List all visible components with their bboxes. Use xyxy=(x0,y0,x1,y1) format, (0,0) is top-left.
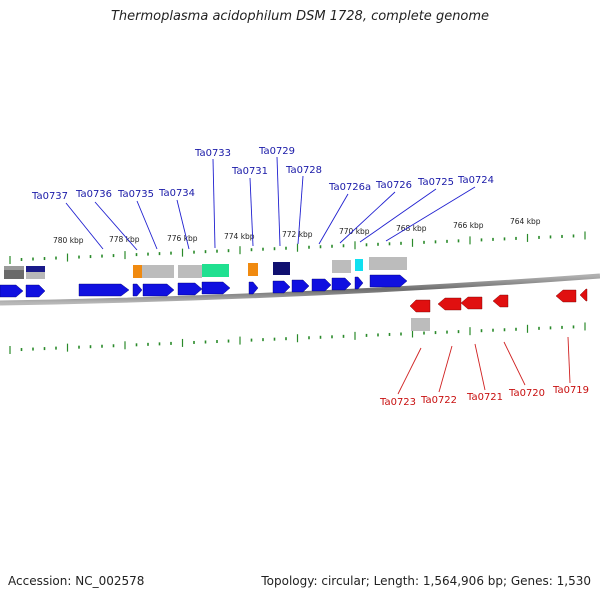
gene-label-ta0734[interactable]: Ta0734 xyxy=(158,188,195,199)
feature-box[interactable] xyxy=(26,266,45,272)
gene-label-ta0735[interactable]: Ta0735 xyxy=(117,189,154,200)
gene-arrow[interactable] xyxy=(177,282,203,296)
scale-label-764: 764 kbp xyxy=(510,217,541,226)
feature-box[interactable] xyxy=(355,259,363,271)
forward-gene-labels: Ta0737 Ta0736 Ta0735 Ta0734 Ta0733 Ta073… xyxy=(31,146,494,202)
scale-label-768: 768 kbp xyxy=(396,224,427,233)
gene-arrow[interactable] xyxy=(0,284,24,298)
gene-label-ta0726a[interactable]: Ta0726a xyxy=(328,182,371,193)
scale-label-776: 776 kbp xyxy=(167,234,198,243)
feature-box[interactable] xyxy=(178,265,202,278)
gene-arrow[interactable] xyxy=(78,283,130,297)
gene-arrow[interactable] xyxy=(291,279,310,293)
scale-label-778: 778 kbp xyxy=(109,235,140,244)
gene-label-ta0728[interactable]: Ta0728 xyxy=(285,165,322,176)
gene-arrow[interactable] xyxy=(132,283,143,297)
scale-labels: 780 kbp 778 kbp 776 kbp 774 kbp 772 kbp … xyxy=(53,217,541,245)
gene-arrow[interactable] xyxy=(201,281,231,295)
gene-label-ta0729[interactable]: Ta0729 xyxy=(258,146,295,157)
gene-label-ta0723[interactable]: Ta0723 xyxy=(379,397,416,408)
scale-label-770: 770 kbp xyxy=(339,227,370,236)
gene-label-ta0722[interactable]: Ta0722 xyxy=(420,395,457,406)
genome-summary: Topology: circular; Length: 1,564,906 bp… xyxy=(261,574,591,588)
gene-label-ta0725[interactable]: Ta0725 xyxy=(417,177,454,188)
gene-label-ta0724[interactable]: Ta0724 xyxy=(457,175,494,186)
gene-label-ta0731[interactable]: Ta0731 xyxy=(231,166,268,177)
feature-track xyxy=(4,257,407,279)
forward-scale-ticks xyxy=(9,231,586,264)
reverse-gene-arrows xyxy=(409,288,588,313)
feature-box[interactable] xyxy=(369,257,407,270)
gene-arrow[interactable] xyxy=(331,277,352,291)
reverse-gene-labels: Ta0723 Ta0722 Ta0721 Ta0720 Ta0719 xyxy=(379,385,589,408)
gene-label-ta0726[interactable]: Ta0726 xyxy=(375,180,412,191)
scale-label-766: 766 kbp xyxy=(453,221,484,230)
gene-arrow[interactable] xyxy=(437,297,462,311)
scale-label-780: 780 kbp xyxy=(53,236,84,245)
gene-arrow[interactable] xyxy=(272,280,291,294)
gene-arrow[interactable] xyxy=(579,288,588,302)
gene-arrow[interactable] xyxy=(142,283,175,297)
gene-label-ta0719[interactable]: Ta0719 xyxy=(552,385,589,396)
reverse-leader-lines xyxy=(397,336,571,395)
forward-gene-arrows xyxy=(0,274,408,298)
gene-arrow[interactable] xyxy=(354,276,364,290)
genome-backbone xyxy=(0,273,600,306)
gene-label-ta0720[interactable]: Ta0720 xyxy=(508,388,545,399)
map-title: Thermoplasma acidophilum DSM 1728, compl… xyxy=(110,9,490,24)
scale-label-772: 772 kbp xyxy=(282,230,313,239)
gene-arrow[interactable] xyxy=(460,296,483,310)
gene-label-ta0736[interactable]: Ta0736 xyxy=(75,189,112,200)
feature-box[interactable] xyxy=(202,264,229,277)
accession-text: Accession: NC_002578 xyxy=(8,574,145,588)
feature-box[interactable] xyxy=(142,265,174,278)
feature-box[interactable] xyxy=(411,318,430,331)
gene-arrow[interactable] xyxy=(248,281,259,295)
gene-arrow[interactable] xyxy=(409,299,431,313)
feature-box[interactable] xyxy=(4,266,24,270)
gene-label-ta0721[interactable]: Ta0721 xyxy=(466,392,503,403)
gene-label-ta0737[interactable]: Ta0737 xyxy=(31,191,68,202)
scale-label-774: 774 kbp xyxy=(224,232,255,241)
reverse-scale-ticks xyxy=(9,322,586,354)
forward-leader-lines xyxy=(65,156,476,251)
gene-arrow[interactable] xyxy=(25,284,46,298)
gene-arrow[interactable] xyxy=(492,294,509,308)
gene-arrow[interactable] xyxy=(555,289,577,303)
gene-arrow[interactable] xyxy=(369,274,408,288)
gene-label-ta0733[interactable]: Ta0733 xyxy=(194,148,231,159)
feature-box[interactable] xyxy=(332,260,351,273)
feature-box[interactable] xyxy=(248,263,258,276)
gene-arrow[interactable] xyxy=(311,278,332,292)
feature-box[interactable] xyxy=(133,265,142,278)
feature-box[interactable] xyxy=(273,262,290,275)
